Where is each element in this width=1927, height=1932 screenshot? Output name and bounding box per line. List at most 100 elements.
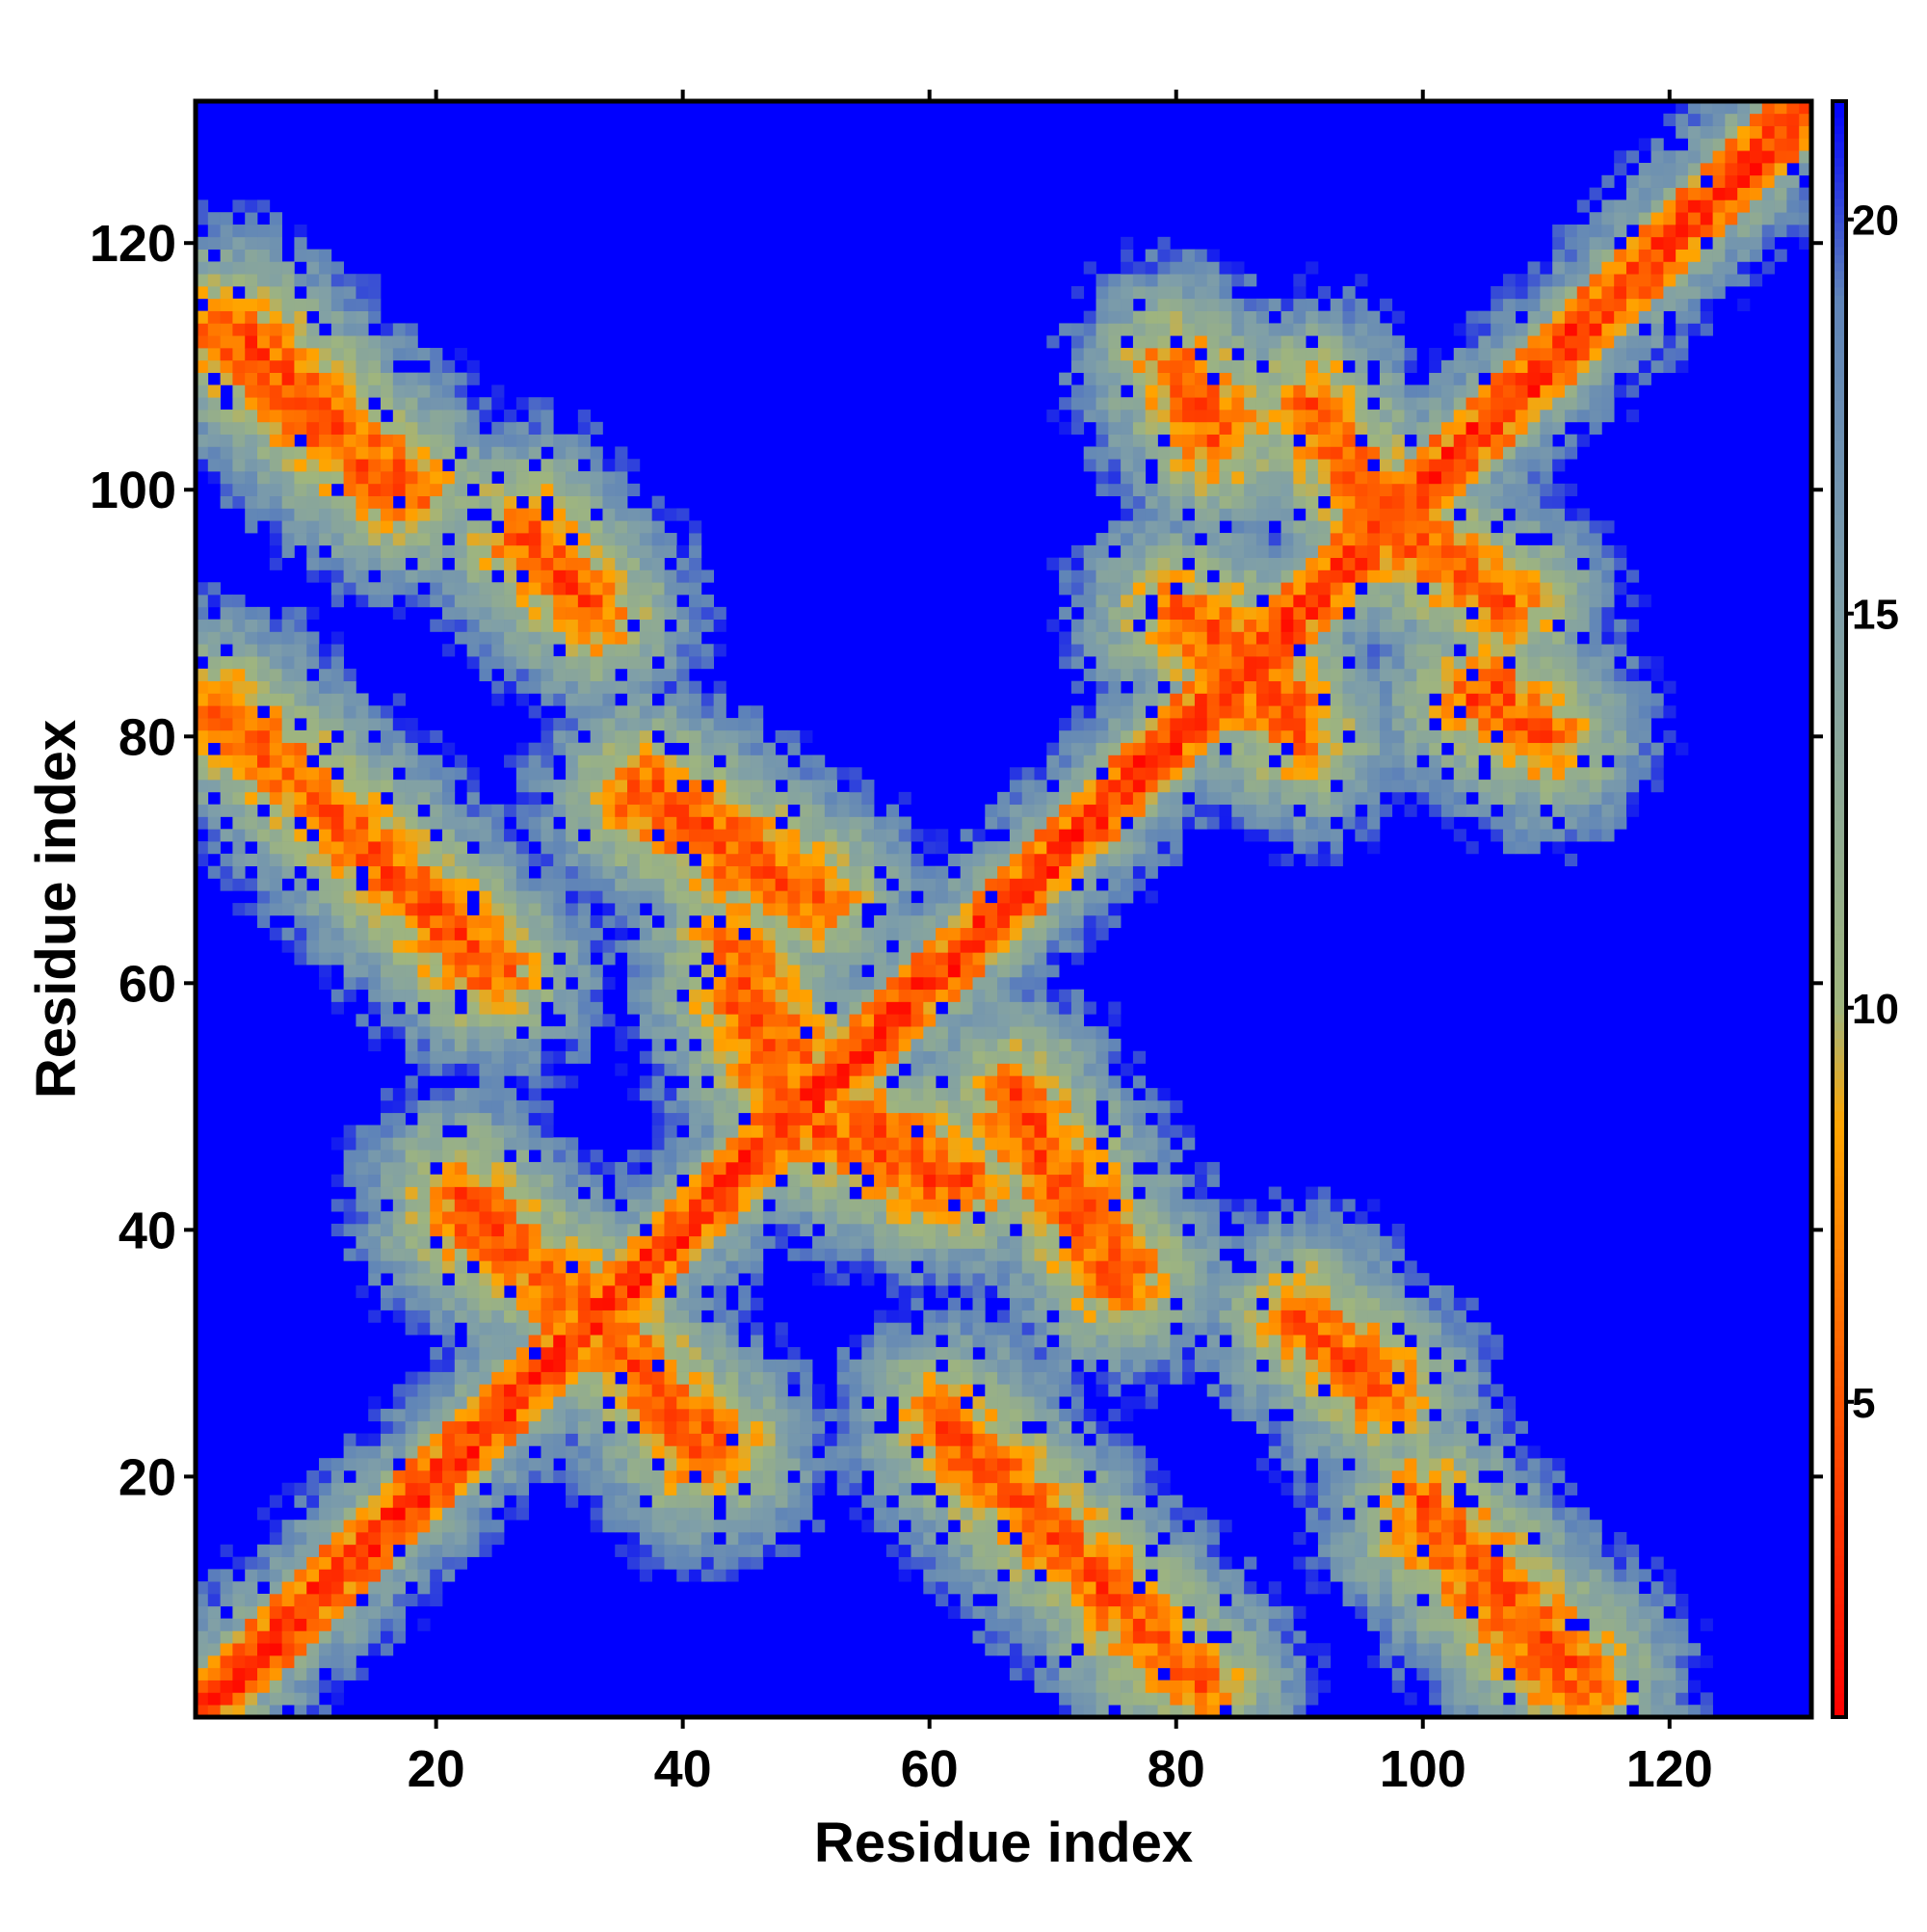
heatmap-cell: [294, 274, 307, 287]
heatmap-cell: [466, 1335, 480, 1348]
heatmap-cell: [676, 890, 690, 904]
heatmap-cell: [1046, 1569, 1060, 1582]
heatmap-cell: [738, 989, 752, 1002]
heatmap-cell: [528, 927, 541, 940]
heatmap-cell: [479, 1544, 492, 1557]
heatmap-cell: [1021, 1433, 1035, 1446]
heatmap-cell: [196, 459, 209, 472]
heatmap-cell: [577, 644, 591, 657]
heatmap-cell: [1070, 1680, 1085, 1693]
heatmap-cell: [615, 606, 628, 621]
heatmap-cell: [985, 1544, 998, 1557]
heatmap-cell: [232, 298, 246, 311]
heatmap-cell: [577, 965, 591, 978]
heatmap-cell: [430, 1248, 443, 1261]
heatmap-cell: [960, 1001, 973, 1015]
heatmap-cell: [700, 644, 715, 657]
heatmap-cell: [874, 890, 887, 904]
heatmap-cell: [911, 1150, 924, 1163]
heatmap-cell: [430, 1458, 443, 1471]
heatmap-cell: [762, 853, 777, 867]
heatmap-cell: [849, 1371, 862, 1385]
heatmap-cell: [1009, 1248, 1023, 1261]
heatmap-cell: [207, 446, 221, 460]
heatmap-cell: [417, 829, 431, 842]
heatmap-cell: [627, 791, 641, 806]
heatmap-cell: [269, 1569, 282, 1582]
heatmap-cell: [664, 878, 677, 891]
heatmap-cell: [392, 878, 406, 891]
heatmap-cell: [1009, 1026, 1023, 1040]
heatmap-cell: [639, 927, 652, 940]
heatmap-cell: [751, 1099, 764, 1114]
heatmap-cell: [590, 471, 603, 485]
heatmap-cell: [442, 1099, 456, 1114]
heatmap-cell: [504, 1310, 517, 1323]
heatmap-cell: [861, 1335, 875, 1348]
heatmap-cell: [368, 890, 382, 904]
heatmap-cell: [541, 878, 554, 891]
heatmap-cell: [676, 976, 690, 991]
heatmap-cell: [442, 606, 456, 621]
heatmap-cell: [417, 595, 431, 608]
heatmap-cell: [775, 976, 788, 991]
heatmap-cell: [553, 1211, 567, 1225]
heatmap-cell: [269, 1544, 282, 1557]
heatmap-cell: [368, 914, 382, 929]
heatmap-cell: [985, 1630, 998, 1644]
heatmap-cell: [566, 1211, 579, 1225]
heatmap-cell: [479, 903, 492, 916]
heatmap-cell: [1059, 940, 1072, 953]
heatmap-cell: [615, 1507, 628, 1521]
heatmap-cell: [319, 1630, 332, 1644]
heatmap-cell: [405, 1223, 418, 1237]
heatmap-cell: [330, 508, 344, 521]
heatmap-cell: [639, 1050, 652, 1064]
heatmap-cell: [602, 582, 616, 595]
heatmap-cell: [836, 1469, 850, 1484]
heatmap-cell: [319, 557, 332, 570]
heatmap-cell: [689, 780, 702, 793]
heatmap-cell: [936, 1408, 949, 1422]
heatmap-cell: [319, 804, 332, 817]
heatmap-cell: [997, 865, 1011, 879]
heatmap-cell: [590, 890, 603, 904]
heatmap-cell: [491, 878, 505, 891]
heatmap-cell: [911, 952, 924, 966]
heatmap-cell: [651, 1075, 665, 1089]
heatmap-cell: [615, 1520, 628, 1533]
heatmap-cell: [319, 1705, 332, 1718]
heatmap-cell: [615, 1284, 628, 1299]
heatmap-cell: [196, 1692, 209, 1706]
heatmap-cell: [269, 261, 282, 275]
heatmap-cell: [491, 1099, 505, 1114]
heatmap-cell: [368, 1260, 382, 1274]
heatmap-cell: [874, 1125, 887, 1138]
heatmap-cell: [713, 644, 726, 657]
heatmap-cell: [751, 1125, 764, 1138]
heatmap-cell: [343, 434, 356, 447]
heatmap-cell: [751, 1420, 764, 1434]
heatmap-cell: [997, 1174, 1011, 1187]
heatmap-cell: [651, 927, 665, 940]
heatmap-cell: [824, 1050, 838, 1064]
heatmap-cell: [700, 829, 715, 842]
heatmap-cell: [664, 791, 677, 806]
heatmap-cell: [1046, 1531, 1060, 1546]
heatmap-cell: [923, 1050, 937, 1064]
heatmap-cell: [257, 323, 271, 336]
heatmap-cell: [220, 1544, 233, 1557]
heatmap-cell: [898, 1384, 911, 1397]
heatmap-cell: [319, 298, 332, 311]
heatmap-cell: [1009, 1667, 1023, 1681]
heatmap-cell: [405, 1211, 418, 1225]
heatmap-cell: [566, 606, 579, 621]
heatmap-cell: [787, 829, 801, 842]
heatmap-cell: [553, 606, 567, 621]
heatmap-cell: [700, 1569, 715, 1582]
heatmap-cell: [738, 890, 752, 904]
heatmap-cell: [330, 742, 344, 755]
heatmap-cell: [479, 606, 492, 621]
heatmap-cell: [800, 976, 813, 991]
heatmap-cell: [442, 495, 456, 509]
